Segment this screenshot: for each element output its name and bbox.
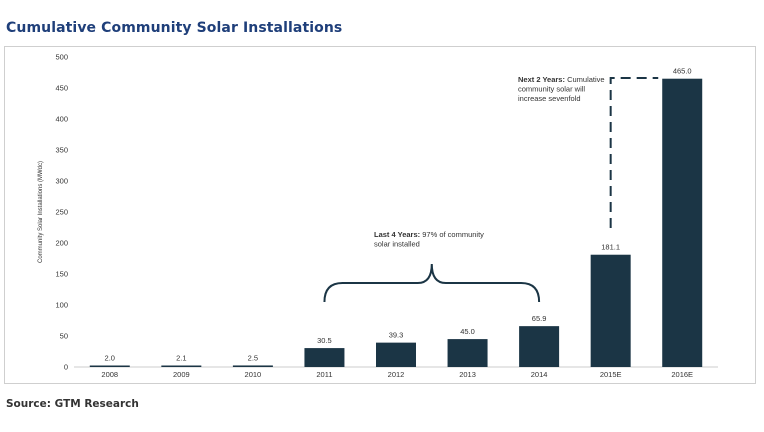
annotations: Last 4 Years: 97% of community solar inst… [323,75,659,303]
data-label: 2.0 [105,354,115,363]
y-tick-label: 500 [55,53,68,62]
data-label: 181.1 [601,243,620,252]
annotation-last-4-years: Last 4 Years: 97% of community solar inst… [374,230,484,249]
bar-2012 [376,342,416,367]
annotation-line: Cumulative [565,75,605,84]
data-labels: 2.0 2.1 2.5 30.5 39.3 45.0 65.9 181.1 465.0 [105,67,692,363]
x-tick-label: 2012 [388,370,405,379]
y-tick-label: 250 [55,208,68,217]
bar-2014 [519,326,560,367]
bar-2009 [161,365,202,367]
y-tick-label: 200 [55,239,68,248]
y-tick-label: 300 [55,177,68,186]
x-tick-label: 2008 [101,370,118,379]
data-label: 465.0 [673,67,692,76]
data-label: 65.9 [532,314,547,323]
bar-2008 [89,365,130,367]
y-tick-label: 400 [55,115,68,124]
annotation-line: 97% of community [420,230,484,239]
annotation-line: community solar will [518,85,585,94]
data-label: 2.1 [176,354,186,363]
data-label: 39.3 [389,331,404,340]
annotation-line: increase sevenfold [518,94,581,103]
x-tick-label: 2014 [531,370,548,379]
data-label: 30.5 [317,336,332,345]
x-tick-label: 2015E [600,370,622,379]
chart-title: Cumulative Community Solar Installations [6,20,343,36]
y-tick-label: 150 [55,270,68,279]
bars [89,78,703,367]
x-tick-label: 2013 [459,370,476,379]
x-tick-label: 2009 [173,370,190,379]
x-tick-label: 2011 [316,370,332,379]
annotation-line: solar installed [374,240,420,249]
x-tick-label: 2010 [245,370,262,379]
x-axis: 2008 2009 2010 2011 2012 2013 2014 2015E 2016E [101,370,693,379]
x-tick-label: 2016E [671,370,693,379]
y-tick-label: 0 [64,363,68,372]
y-tick-label: 50 [60,332,68,341]
y-tick-label: 450 [55,84,68,93]
data-label: 2.5 [248,353,258,362]
annotation-bold: Last 4 Years: [374,230,420,239]
source-note: Source: GTM Research [6,398,139,410]
y-tick-label: 100 [55,301,68,310]
bar-2010 [232,365,273,367]
annotation-bold: Next 2 Years: [518,75,565,84]
data-label: 45.0 [460,327,475,336]
y-axis-label: Community Solar Installations (MWdc) [38,161,44,263]
bar-2013 [447,339,488,367]
bar-2011 [304,348,345,367]
bar-2016E [662,78,703,367]
dashed-connector [609,77,659,228]
y-tick-label: 350 [55,146,68,155]
bracket-last-4-years [323,263,541,303]
bar-2015E [590,254,631,367]
annotation-next-2-years: Next 2 Years: Cumulative community solar … [518,75,605,103]
